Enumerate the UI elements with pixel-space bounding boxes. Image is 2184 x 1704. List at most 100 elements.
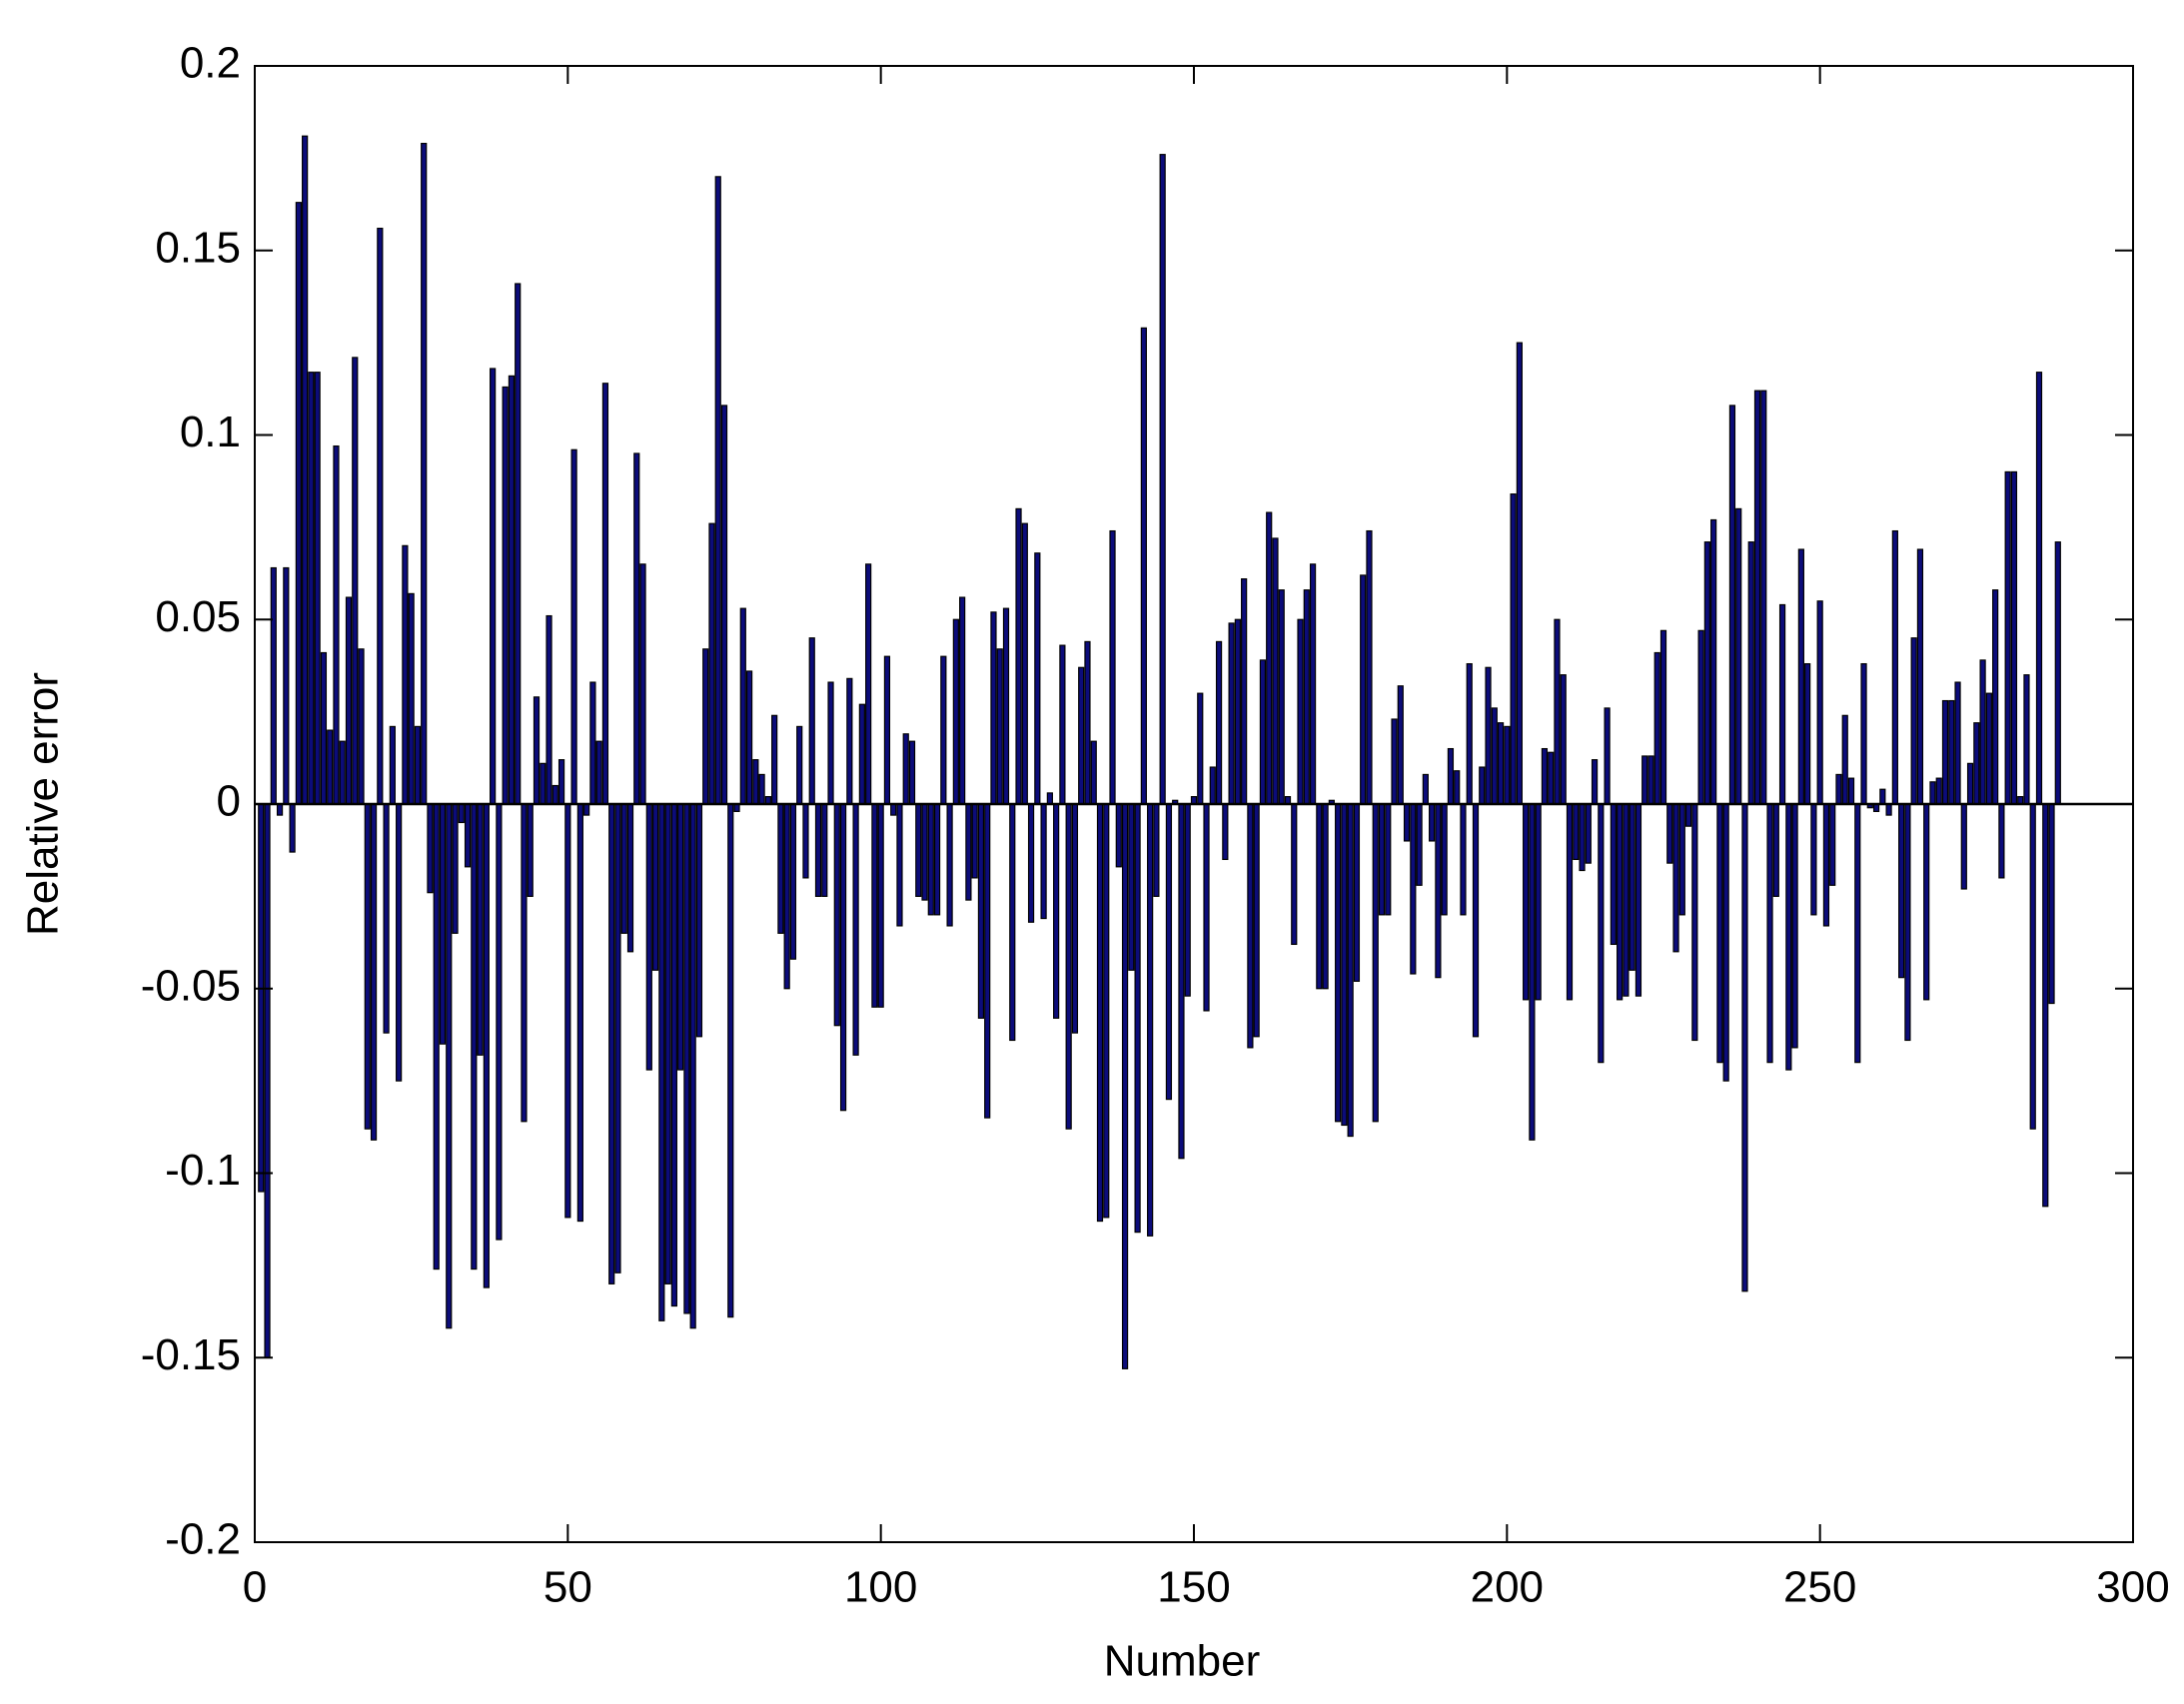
- bar: [865, 563, 872, 805]
- bar: [1747, 541, 1754, 805]
- bar: [952, 618, 959, 805]
- bar: [1366, 529, 1373, 805]
- bar: [295, 202, 302, 805]
- bar: [1209, 766, 1216, 805]
- bar: [1960, 803, 1967, 890]
- bar: [1722, 803, 1729, 1082]
- bar: [1103, 803, 1110, 1219]
- bar: [2048, 803, 2055, 1005]
- bar: [1266, 511, 1273, 805]
- bar: [389, 725, 396, 805]
- bar: [789, 803, 797, 960]
- x-axis-label: Number: [1104, 1637, 1261, 1686]
- bar: [1084, 640, 1091, 805]
- bar: [1015, 507, 1022, 805]
- bar: [1992, 589, 1999, 805]
- bar: [1797, 548, 1804, 805]
- bar: [1929, 781, 1936, 805]
- bar: [1804, 662, 1811, 805]
- bar: [1309, 563, 1317, 805]
- bar: [283, 566, 290, 805]
- bar: [2023, 674, 2030, 805]
- bar: [557, 759, 565, 805]
- bar: [852, 803, 859, 1056]
- bar: [1716, 803, 1723, 1064]
- bar: [720, 405, 728, 805]
- x-tick-label: 300: [2096, 1563, 2169, 1612]
- bar: [570, 448, 577, 805]
- bar: [551, 784, 558, 805]
- bar: [1891, 529, 1898, 805]
- bar: [333, 444, 340, 805]
- bar: [1247, 803, 1254, 1049]
- bar: [1973, 722, 1980, 805]
- bar: [1078, 666, 1085, 805]
- bar: [339, 740, 346, 805]
- bar: [521, 803, 528, 1123]
- bar: [1672, 803, 1679, 953]
- x-tick-label: 100: [844, 1563, 917, 1612]
- bar: [1985, 692, 1992, 805]
- y-tick-label: 0: [217, 777, 241, 826]
- x-tick-label: 50: [544, 1563, 592, 1612]
- bar: [1741, 803, 1748, 1292]
- x-tick-label: 0: [243, 1563, 267, 1612]
- bar: [1347, 803, 1354, 1138]
- bar: [1535, 803, 1542, 1001]
- bar: [1635, 803, 1642, 997]
- bar: [1579, 803, 1586, 872]
- bar: [670, 803, 677, 1307]
- bar: [1002, 607, 1010, 805]
- bar: [589, 681, 596, 805]
- bar: [2010, 470, 2018, 805]
- bar: [576, 803, 583, 1223]
- bar: [1422, 773, 1429, 805]
- y-tick-label: -0.15: [141, 1330, 241, 1379]
- bar: [270, 566, 277, 805]
- bar: [1885, 803, 1892, 816]
- bar: [908, 740, 916, 805]
- bar: [1916, 548, 1924, 805]
- bar: [1904, 803, 1911, 1042]
- bar: [1429, 803, 1436, 842]
- bar: [739, 607, 746, 805]
- bar: [1816, 600, 1823, 805]
- bar: [1860, 662, 1867, 805]
- x-tick-label: 250: [1783, 1563, 1856, 1612]
- bar: [658, 803, 665, 1321]
- bar: [633, 452, 640, 805]
- bar: [921, 803, 928, 901]
- bar: [1753, 390, 1761, 805]
- y-tick-label: 0.05: [155, 592, 241, 641]
- bar: [1378, 803, 1386, 916]
- bar: [877, 803, 884, 1008]
- bar: [1027, 803, 1035, 923]
- y-tick-label: 0.15: [155, 223, 241, 272]
- bar: [1791, 803, 1798, 1049]
- bar: [1479, 766, 1486, 805]
- bar: [1772, 803, 1779, 897]
- bar: [645, 803, 652, 1071]
- bar: [308, 372, 315, 805]
- bar: [1021, 522, 1028, 805]
- bar: [421, 142, 428, 805]
- bar: [320, 651, 328, 805]
- bar: [2035, 372, 2043, 805]
- bar: [1835, 773, 1842, 805]
- bar: [1153, 803, 1160, 897]
- bar: [1215, 640, 1223, 805]
- bar: [1485, 666, 1492, 805]
- bar: [1165, 803, 1173, 1101]
- bar: [1898, 803, 1905, 979]
- bar: [601, 383, 609, 805]
- bar: [358, 648, 365, 805]
- bar: [1497, 722, 1505, 805]
- bar: [1548, 751, 1555, 805]
- bar: [370, 803, 378, 1141]
- bar: [508, 375, 516, 805]
- bar: [1678, 803, 1685, 916]
- bar: [771, 714, 778, 805]
- bar: [1560, 674, 1567, 805]
